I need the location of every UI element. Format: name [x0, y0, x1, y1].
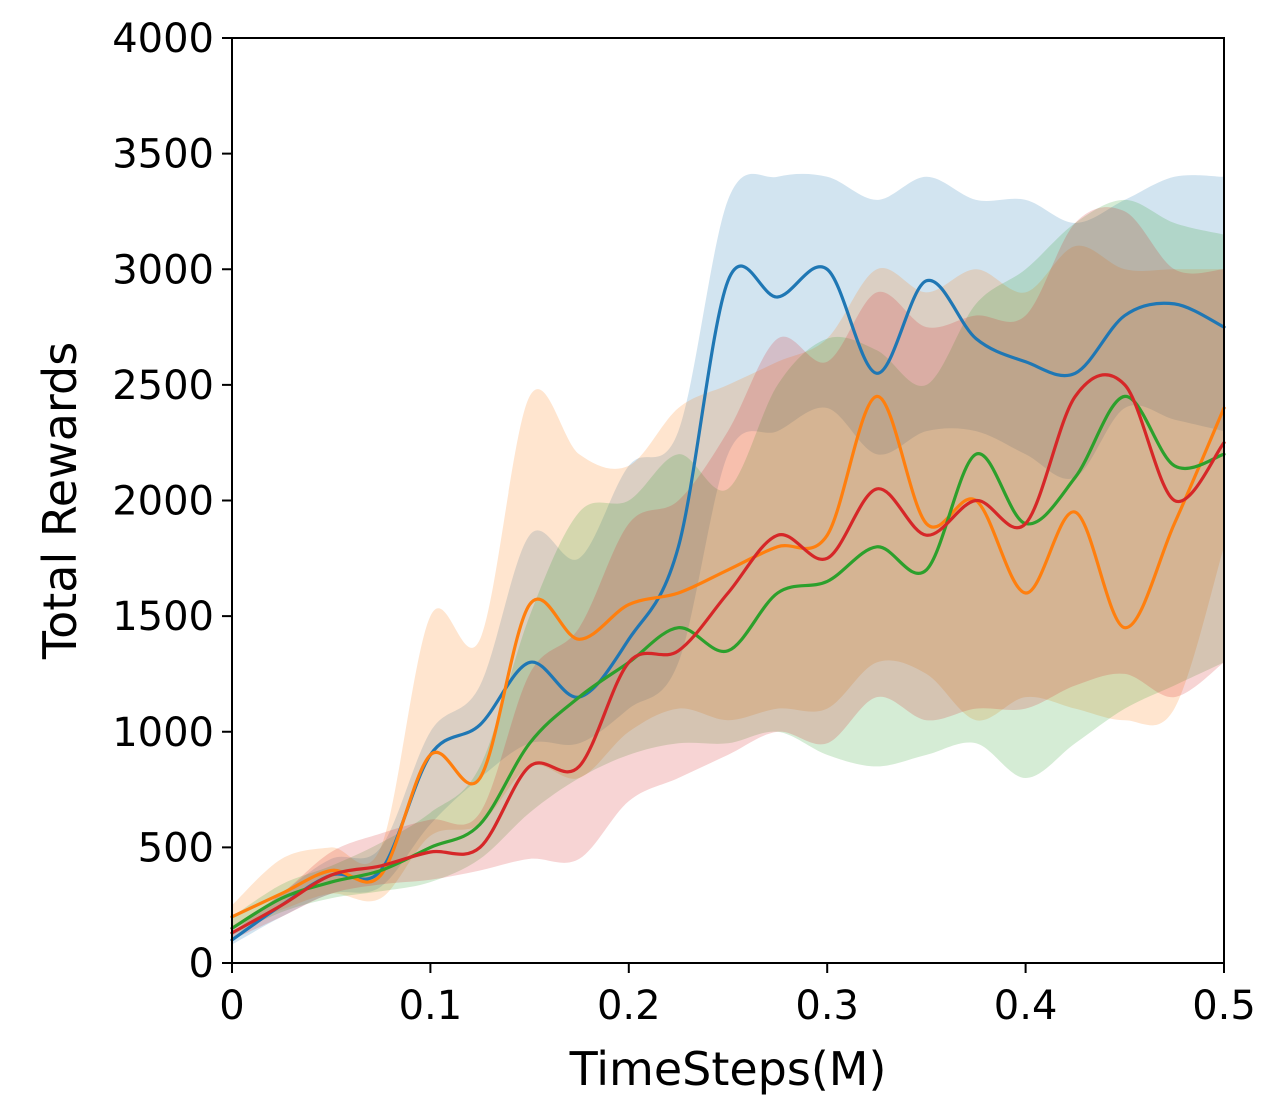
y-tick-label: 3000 — [112, 247, 214, 293]
x-tick-label: 0.3 — [795, 983, 859, 1029]
y-axis-ticks: 0 500 1000 1500 2000 2500 3000 3500 4000 — [112, 16, 232, 987]
series-1-band — [232, 173, 1224, 945]
x-tick-label: 0.4 — [994, 983, 1058, 1029]
x-tick-label: 0.2 — [597, 983, 661, 1029]
y-tick-label: 2000 — [112, 479, 214, 525]
y-tick-label: 2500 — [112, 363, 214, 409]
x-tick-label: 0 — [219, 983, 244, 1029]
series-2-band — [232, 245, 1224, 929]
x-axis-label: TimeSteps(M) — [569, 1042, 887, 1096]
series-2-line — [230, 394, 1226, 919]
series-3-band — [232, 199, 1224, 936]
y-tick-label: 0 — [189, 941, 214, 987]
series-4-band — [232, 207, 1224, 940]
x-axis-ticks: 0 0.1 0.2 0.3 0.4 0.5 — [219, 963, 1256, 1029]
y-tick-label: 500 — [138, 825, 214, 871]
y-tick-label: 1000 — [112, 710, 214, 756]
y-tick-label: 4000 — [112, 16, 214, 62]
series-4-line — [230, 373, 1226, 935]
x-tick-label: 0.5 — [1192, 983, 1256, 1029]
confidence-bands — [232, 173, 1224, 945]
y-tick-label: 3500 — [112, 132, 214, 178]
y-axis-label: Total Rewards — [33, 342, 87, 660]
series-lines — [230, 264, 1226, 942]
x-tick-label: 0.1 — [399, 983, 463, 1029]
y-tick-label: 1500 — [112, 594, 214, 640]
